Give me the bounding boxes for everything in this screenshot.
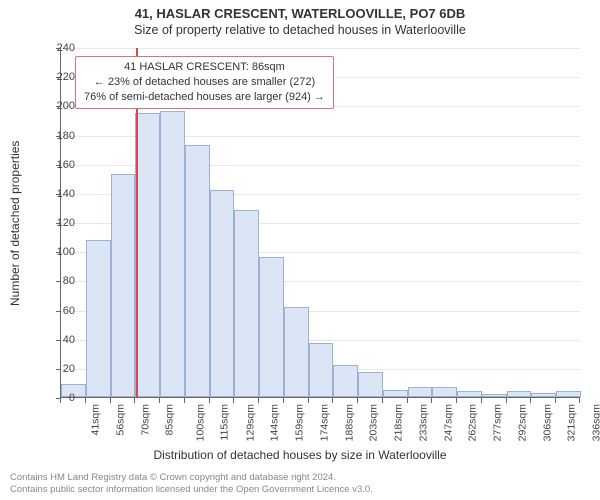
xtick-label: 188sqm: [343, 404, 355, 441]
xtick-label: 100sqm: [194, 404, 206, 441]
xtick-mark: [308, 398, 309, 403]
histogram-bar: [135, 113, 160, 397]
histogram-bar: [507, 391, 532, 397]
footer-attribution: Contains HM Land Registry data © Crown c…: [10, 472, 590, 496]
xtick-mark: [579, 398, 580, 403]
ytick-label: 240: [45, 42, 75, 54]
xtick-label: 233sqm: [417, 404, 429, 441]
xtick-mark: [357, 398, 358, 403]
histogram-bar: [111, 174, 136, 397]
xtick-label: 292sqm: [516, 404, 528, 441]
xtick-label: 306sqm: [541, 404, 553, 441]
xtick-mark: [332, 398, 333, 403]
x-ticks-holder: 41sqm 56sqm 70sqm 85sqm 100sqm 115sqm 129sqm 14…: [60, 398, 580, 448]
xtick-mark: [209, 398, 210, 403]
xtick-mark: [110, 398, 111, 403]
xtick-mark: [382, 398, 383, 403]
ytick-label: 0: [45, 392, 75, 404]
histogram-bar: [284, 307, 309, 397]
histogram-bar: [408, 387, 433, 397]
footer-line-1: Contains HM Land Registry data © Crown c…: [10, 472, 590, 484]
annotation-line-1: 41 HASLAR CRESCENT: 86sqm: [84, 60, 325, 75]
xtick-mark: [431, 398, 432, 403]
histogram-bar: [333, 365, 358, 397]
xtick-label: 115sqm: [218, 404, 230, 441]
xtick-label: 41sqm: [90, 404, 102, 436]
chart-address-title: 41, HASLAR CRESCENT, WATERLOOVILLE, PO7 …: [0, 0, 600, 21]
plot-area: 41 HASLAR CRESCENT: 86sqm ← 23% of detac…: [60, 48, 580, 398]
ytick-label: 160: [45, 159, 75, 171]
histogram-bar: [259, 257, 284, 397]
chart-container: 41, HASLAR CRESCENT, WATERLOOVILLE, PO7 …: [0, 0, 600, 500]
chart-subtitle: Size of property relative to detached ho…: [0, 21, 600, 37]
xtick-mark: [85, 398, 86, 403]
ytick-label: 220: [45, 71, 75, 83]
histogram-bar: [185, 145, 210, 397]
xtick-label: 321sqm: [566, 404, 578, 441]
histogram-bar: [457, 391, 482, 397]
xtick-mark: [184, 398, 185, 403]
ytick-label: 180: [45, 130, 75, 142]
ytick-label: 40: [45, 334, 75, 346]
histogram-bar: [234, 210, 259, 397]
ytick-label: 200: [45, 100, 75, 112]
ytick-label: 120: [45, 217, 75, 229]
xtick-label: 144sqm: [269, 404, 281, 441]
ytick-label: 100: [45, 246, 75, 258]
ytick-label: 60: [45, 305, 75, 317]
xtick-label: 174sqm: [318, 404, 330, 441]
xtick-mark: [481, 398, 482, 403]
histogram-bar: [358, 372, 383, 397]
xtick-mark: [159, 398, 160, 403]
xtick-mark: [233, 398, 234, 403]
histogram-bar: [531, 393, 556, 397]
histogram-bar: [432, 387, 457, 397]
annotation-box: 41 HASLAR CRESCENT: 86sqm ← 23% of detac…: [75, 56, 334, 109]
xtick-label: 70sqm: [139, 404, 151, 436]
xtick-label: 203sqm: [368, 404, 380, 441]
histogram-bar: [556, 391, 581, 397]
xtick-mark: [283, 398, 284, 403]
xtick-mark: [530, 398, 531, 403]
histogram-bar: [86, 240, 111, 398]
ytick-label: 80: [45, 275, 75, 287]
histogram-bar: [383, 390, 408, 397]
xtick-mark: [555, 398, 556, 403]
histogram-bar: [482, 394, 507, 397]
histogram-bar: [210, 190, 235, 397]
xtick-label: 218sqm: [393, 404, 405, 441]
annotation-line-3: 76% of semi-detached houses are larger (…: [84, 90, 325, 105]
xtick-label: 85sqm: [164, 404, 176, 436]
xtick-mark: [134, 398, 135, 403]
ytick-label: 20: [45, 363, 75, 375]
xtick-label: 159sqm: [293, 404, 305, 441]
xtick-label: 277sqm: [492, 404, 504, 441]
xtick-mark: [407, 398, 408, 403]
histogram-bar: [309, 343, 334, 397]
footer-line-2: Contains public sector information licen…: [10, 484, 590, 496]
grid-line: [61, 48, 580, 49]
xtick-label: 129sqm: [244, 404, 256, 441]
xtick-mark: [506, 398, 507, 403]
annotation-line-2: ← 23% of detached houses are smaller (27…: [84, 75, 325, 90]
xtick-mark: [258, 398, 259, 403]
ytick-label: 140: [45, 188, 75, 200]
xtick-label: 262sqm: [467, 404, 479, 441]
xtick-label: 247sqm: [442, 404, 454, 441]
histogram-bar: [160, 111, 185, 397]
xtick-label: 56sqm: [114, 404, 126, 436]
xtick-mark: [456, 398, 457, 403]
y-axis-label: Number of detached properties: [8, 140, 22, 305]
x-axis-label: Distribution of detached houses by size …: [0, 448, 600, 462]
xtick-label: 336sqm: [591, 404, 600, 441]
